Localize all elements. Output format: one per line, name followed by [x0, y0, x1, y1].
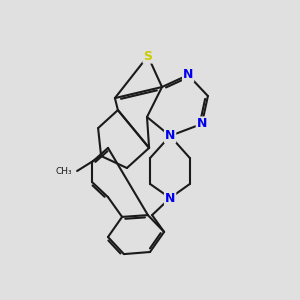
Text: S: S — [143, 50, 152, 63]
Text: N: N — [197, 117, 207, 130]
Text: N: N — [165, 129, 175, 142]
Text: CH₃: CH₃ — [56, 167, 73, 176]
Text: N: N — [165, 191, 175, 205]
Text: N: N — [183, 68, 193, 82]
